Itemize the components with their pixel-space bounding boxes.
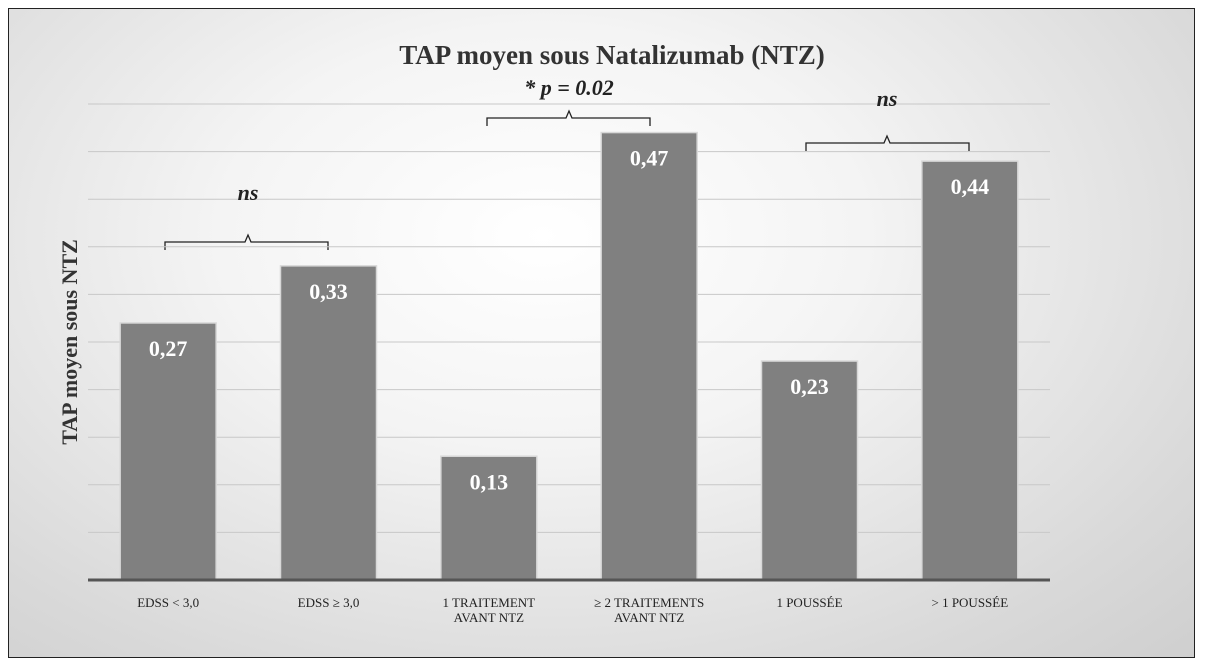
- annotation: ns: [238, 180, 259, 205]
- y-axis-label: TAP moyen sous NTZ: [57, 239, 82, 445]
- x-tick-label: 1 POUSSÉE: [776, 595, 843, 610]
- bar: [760, 360, 859, 581]
- annotation: ns: [877, 86, 898, 111]
- x-tick-label: ≥ 2 TRAITEMENTS AVANT NTZ: [594, 595, 705, 625]
- bar: [921, 160, 1019, 581]
- bar: [279, 265, 378, 581]
- value-label: 0,27: [149, 336, 188, 361]
- bar: [119, 322, 217, 581]
- value-label: 0,33: [309, 279, 348, 304]
- annotation: * p = 0.02: [524, 75, 614, 100]
- bar: [440, 455, 538, 581]
- bracket: [164, 233, 329, 250]
- x-tick-label: EDSS < 3,0: [137, 595, 200, 610]
- bracket: [805, 134, 970, 151]
- bar: [600, 131, 698, 581]
- chart-title: TAP moyen sous Natalizumab (NTZ): [399, 40, 825, 70]
- value-label: 0,47: [630, 146, 669, 171]
- value-label: 0,23: [790, 374, 829, 399]
- value-label: 0,44: [951, 174, 990, 199]
- bracket: [486, 109, 651, 126]
- x-tick-label: > 1 POUSSÉE: [931, 595, 1009, 610]
- value-label: 0,13: [470, 469, 509, 494]
- x-tick-label: EDSS ≥ 3,0: [297, 595, 360, 610]
- x-tick-label: 1 TRAITEMENT AVANT NTZ: [442, 595, 536, 625]
